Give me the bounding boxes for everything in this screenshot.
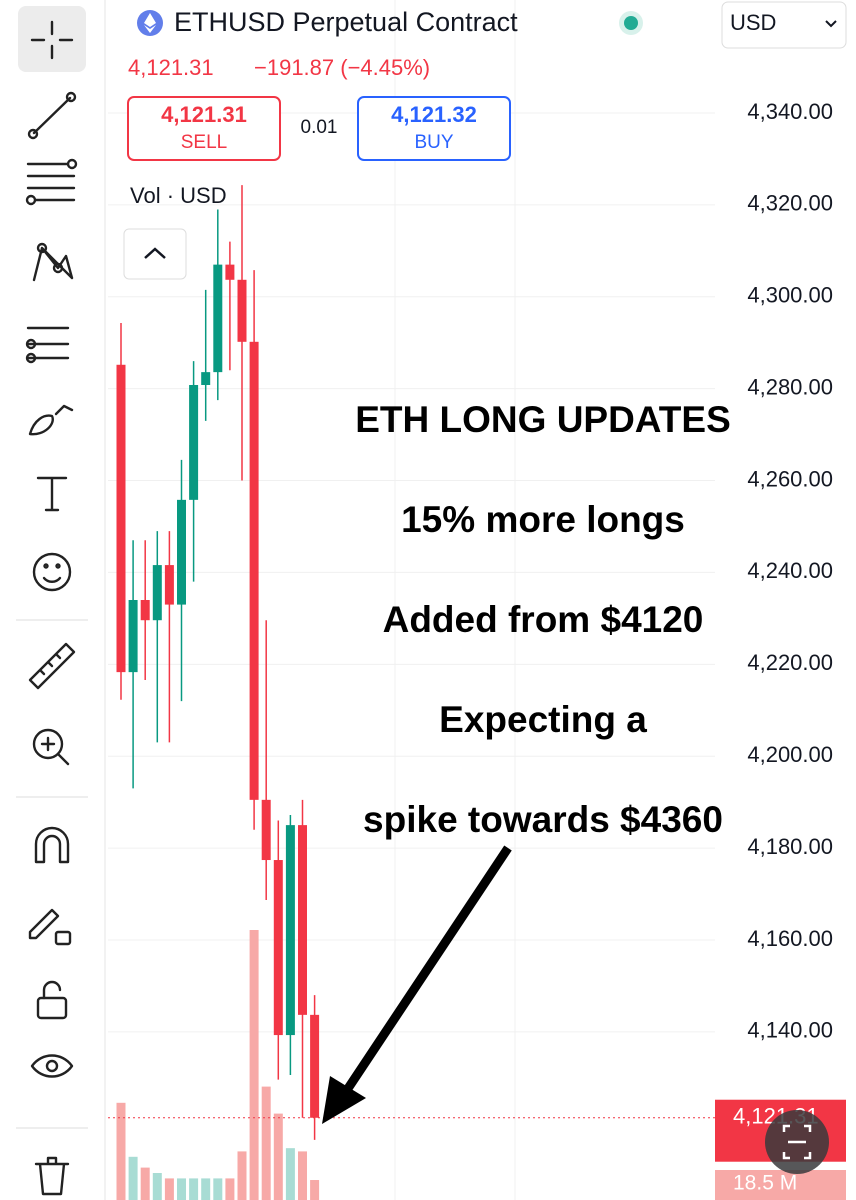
volume-bar — [237, 1151, 247, 1200]
volume-bar — [310, 1180, 320, 1200]
candle-body — [116, 364, 126, 673]
annotation: ETH LONG UPDATES — [355, 399, 731, 440]
annotation: Added from $4120 — [383, 599, 704, 640]
crosshair-tool[interactable] — [30, 20, 74, 60]
candle-body — [237, 279, 247, 342]
volume-bar — [225, 1178, 235, 1200]
volume-bar — [152, 1173, 162, 1200]
y-tick-label: 4,340.00 — [747, 99, 833, 124]
y-tick-label: 4,280.00 — [747, 374, 833, 399]
price-change: −191.87 (−4.45%) — [254, 55, 430, 80]
candle-body — [249, 341, 259, 800]
forecast-tool[interactable] — [25, 326, 70, 364]
eth-logo — [144, 13, 156, 33]
zoom-tool[interactable] — [32, 728, 70, 766]
y-tick-label: 4,240.00 — [747, 558, 833, 583]
volume-indicator-label: Vol · USD — [130, 183, 227, 208]
volume-bar — [189, 1178, 199, 1200]
y-tick-label: 4,300.00 — [747, 283, 833, 308]
y-tick-label: 4,140.00 — [747, 1018, 833, 1043]
fib-tool[interactable] — [25, 158, 78, 206]
candle-body — [261, 799, 271, 861]
y-tick-label: 4,260.00 — [747, 466, 833, 491]
arrow-shaft — [341, 845, 512, 1096]
spread: 0.01 — [301, 117, 338, 138]
sell-button[interactable] — [127, 96, 281, 161]
magnet-tool[interactable] — [34, 826, 70, 864]
candle-body — [152, 565, 162, 621]
buy-button[interactable] — [357, 96, 511, 161]
arrow-head — [322, 1076, 366, 1124]
plot-area: 4,340.00 4,320.00 4,300.00 4,280.00 4,260.00… — [108, 0, 833, 1200]
last-price: 4,121.31 — [128, 55, 214, 80]
line-tool[interactable] — [27, 91, 77, 140]
candle-body — [273, 860, 283, 1036]
scan-icon — [782, 1124, 812, 1160]
sell-price: 4,121.31 — [161, 102, 247, 127]
candle-body — [225, 264, 235, 280]
pattern-tool[interactable] — [32, 242, 74, 282]
buy-label: BUY — [414, 132, 453, 153]
volume-bar — [140, 1167, 150, 1200]
annotation: Expecting a — [439, 699, 647, 740]
volume-bar — [249, 930, 259, 1200]
candle-body — [140, 600, 150, 621]
active-tool-bg — [18, 6, 86, 72]
y-tick-label: 4,200.00 — [747, 742, 833, 767]
annotations: ETH LONG UPDATES 15% more longs Added from… — [355, 399, 731, 840]
y-tick-label: 4,220.00 — [747, 650, 833, 675]
volume-bar — [177, 1178, 186, 1200]
last-volume-box — [715, 1170, 846, 1200]
volume-bar — [128, 1156, 138, 1200]
y-tick-label: 4,160.00 — [747, 926, 833, 951]
symbol-title[interactable]: ETHUSD Perpetual Contract — [174, 7, 518, 37]
candle-body — [310, 1014, 320, 1118]
volume-bar — [298, 1151, 307, 1200]
candle-body — [128, 600, 138, 673]
volume-bar — [261, 1086, 271, 1200]
emoji-tool[interactable] — [32, 552, 72, 592]
candle-body — [213, 264, 223, 373]
candle-body — [177, 499, 186, 605]
buy-price: 4,121.32 — [391, 102, 477, 127]
last-volume-label: 18.5 M — [733, 1172, 797, 1195]
volume-bar — [285, 1148, 295, 1200]
volume-bar — [164, 1178, 174, 1200]
y-tick-label: 4,180.00 — [747, 834, 833, 859]
candle-body — [189, 384, 199, 500]
candle-body — [201, 372, 211, 385]
volume-bar — [201, 1178, 211, 1200]
volume-bar — [116, 1102, 126, 1200]
annotation: 15% more longs — [401, 499, 685, 540]
text-tool[interactable] — [36, 476, 68, 512]
toolbar — [16, 0, 106, 1200]
collapse-icon — [144, 247, 166, 259]
arrow — [322, 845, 512, 1124]
currency-select[interactable] — [721, 1, 847, 49]
currency-label: USD — [730, 10, 776, 35]
volume-bar — [213, 1178, 223, 1200]
collapse-button[interactable] — [123, 228, 187, 280]
sell-label: SELL — [181, 132, 227, 153]
brush-tool[interactable] — [28, 404, 74, 436]
y-tick-label: 4,320.00 — [747, 191, 833, 216]
annotation: spike towards $4360 — [363, 799, 723, 840]
volume-bar — [273, 1113, 283, 1200]
unlock-tool[interactable] — [36, 980, 68, 1020]
visibility-tool[interactable] — [30, 1054, 74, 1078]
delete-tool[interactable] — [34, 1156, 70, 1196]
candle-body — [164, 565, 174, 605]
candle-body — [298, 825, 307, 1015]
lock-drawing-tool[interactable] — [28, 908, 72, 946]
candle-body — [285, 825, 295, 1036]
dropdown-caret — [825, 20, 837, 28]
ruler-tool[interactable] — [28, 642, 76, 690]
status-dot — [624, 16, 638, 30]
